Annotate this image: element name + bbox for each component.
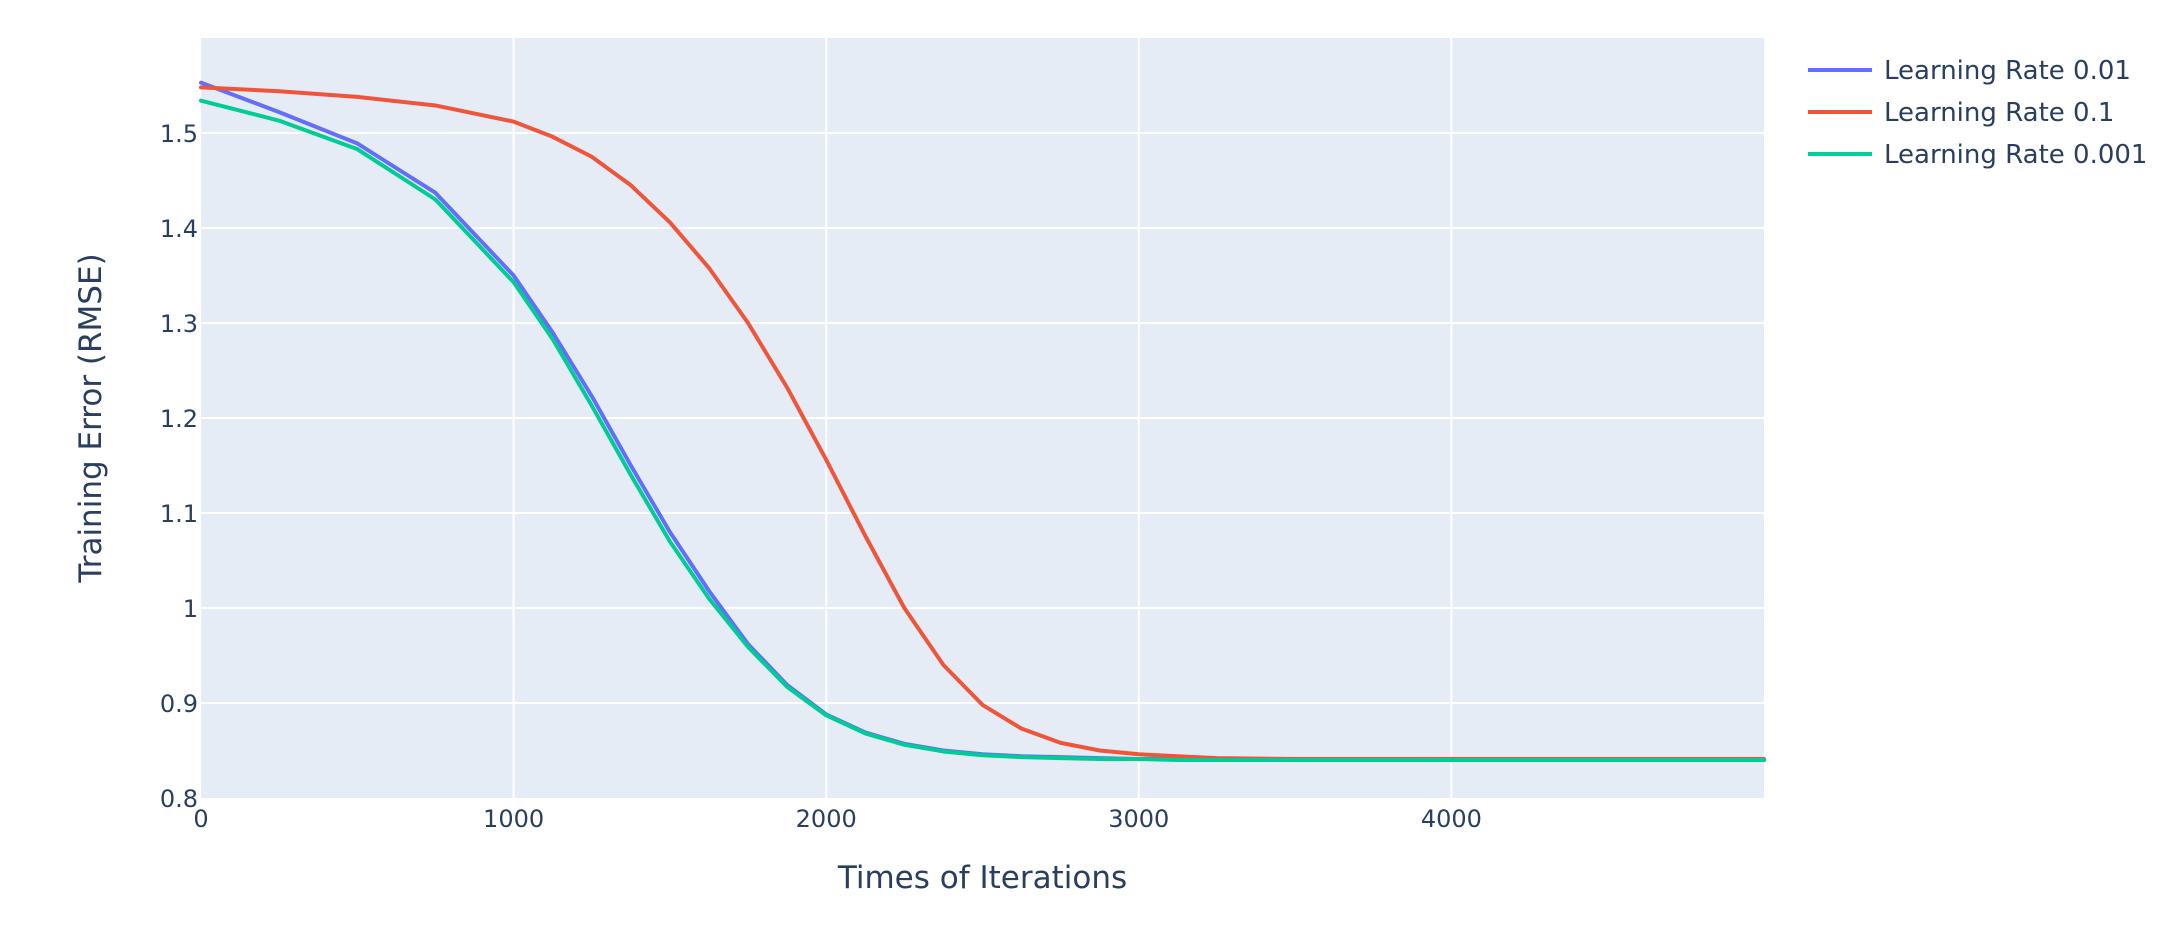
legend-label: Learning Rate 0.01 bbox=[1884, 56, 2131, 86]
y-tick-label: 1.5 bbox=[160, 120, 198, 148]
y-tick-label: 1.3 bbox=[160, 310, 198, 338]
x-tick-label: 2000 bbox=[796, 805, 857, 833]
y-tick-label: 1.4 bbox=[160, 215, 198, 243]
legend-item-1: Learning Rate 0.01 bbox=[1808, 56, 2131, 86]
x-tick-label: 3000 bbox=[1108, 805, 1169, 833]
series-lines bbox=[199, 80, 1766, 762]
legend-label: Learning Rate 0.001 bbox=[1884, 140, 2147, 170]
series-line-3 bbox=[199, 98, 1766, 762]
y-tick-label: 0.8 bbox=[160, 785, 198, 813]
x-tick-label: 4000 bbox=[1421, 805, 1482, 833]
legend-label: Learning Rate 0.1 bbox=[1884, 98, 2114, 128]
y-axis-title: Training Error (RMSE) bbox=[73, 253, 109, 583]
legend-item-2: Learning Rate 0.1 bbox=[1808, 98, 2114, 128]
legend: Learning Rate 0.01 Learning Rate 0.1 Learn… bbox=[1808, 56, 2147, 170]
x-tick-label: 1000 bbox=[483, 805, 544, 833]
x-tick-label: 0 bbox=[193, 805, 208, 833]
y-tick-labels: 0.8 0.9 1 1.1 1.2 1.3 1.4 1.5 bbox=[160, 120, 198, 813]
x-tick-labels: 0 1000 2000 3000 4000 bbox=[193, 805, 1482, 833]
y-tick-label: 0.9 bbox=[160, 690, 198, 718]
x-axis-title: Times of Iterations bbox=[837, 860, 1127, 896]
y-gridlines bbox=[201, 132, 1764, 704]
legend-item-3: Learning Rate 0.001 bbox=[1808, 140, 2147, 170]
y-tick-label: 1.2 bbox=[160, 405, 198, 433]
y-tick-label: 1 bbox=[183, 595, 198, 623]
y-tick-label: 1.1 bbox=[160, 500, 198, 528]
x-gridlines bbox=[512, 38, 1453, 798]
